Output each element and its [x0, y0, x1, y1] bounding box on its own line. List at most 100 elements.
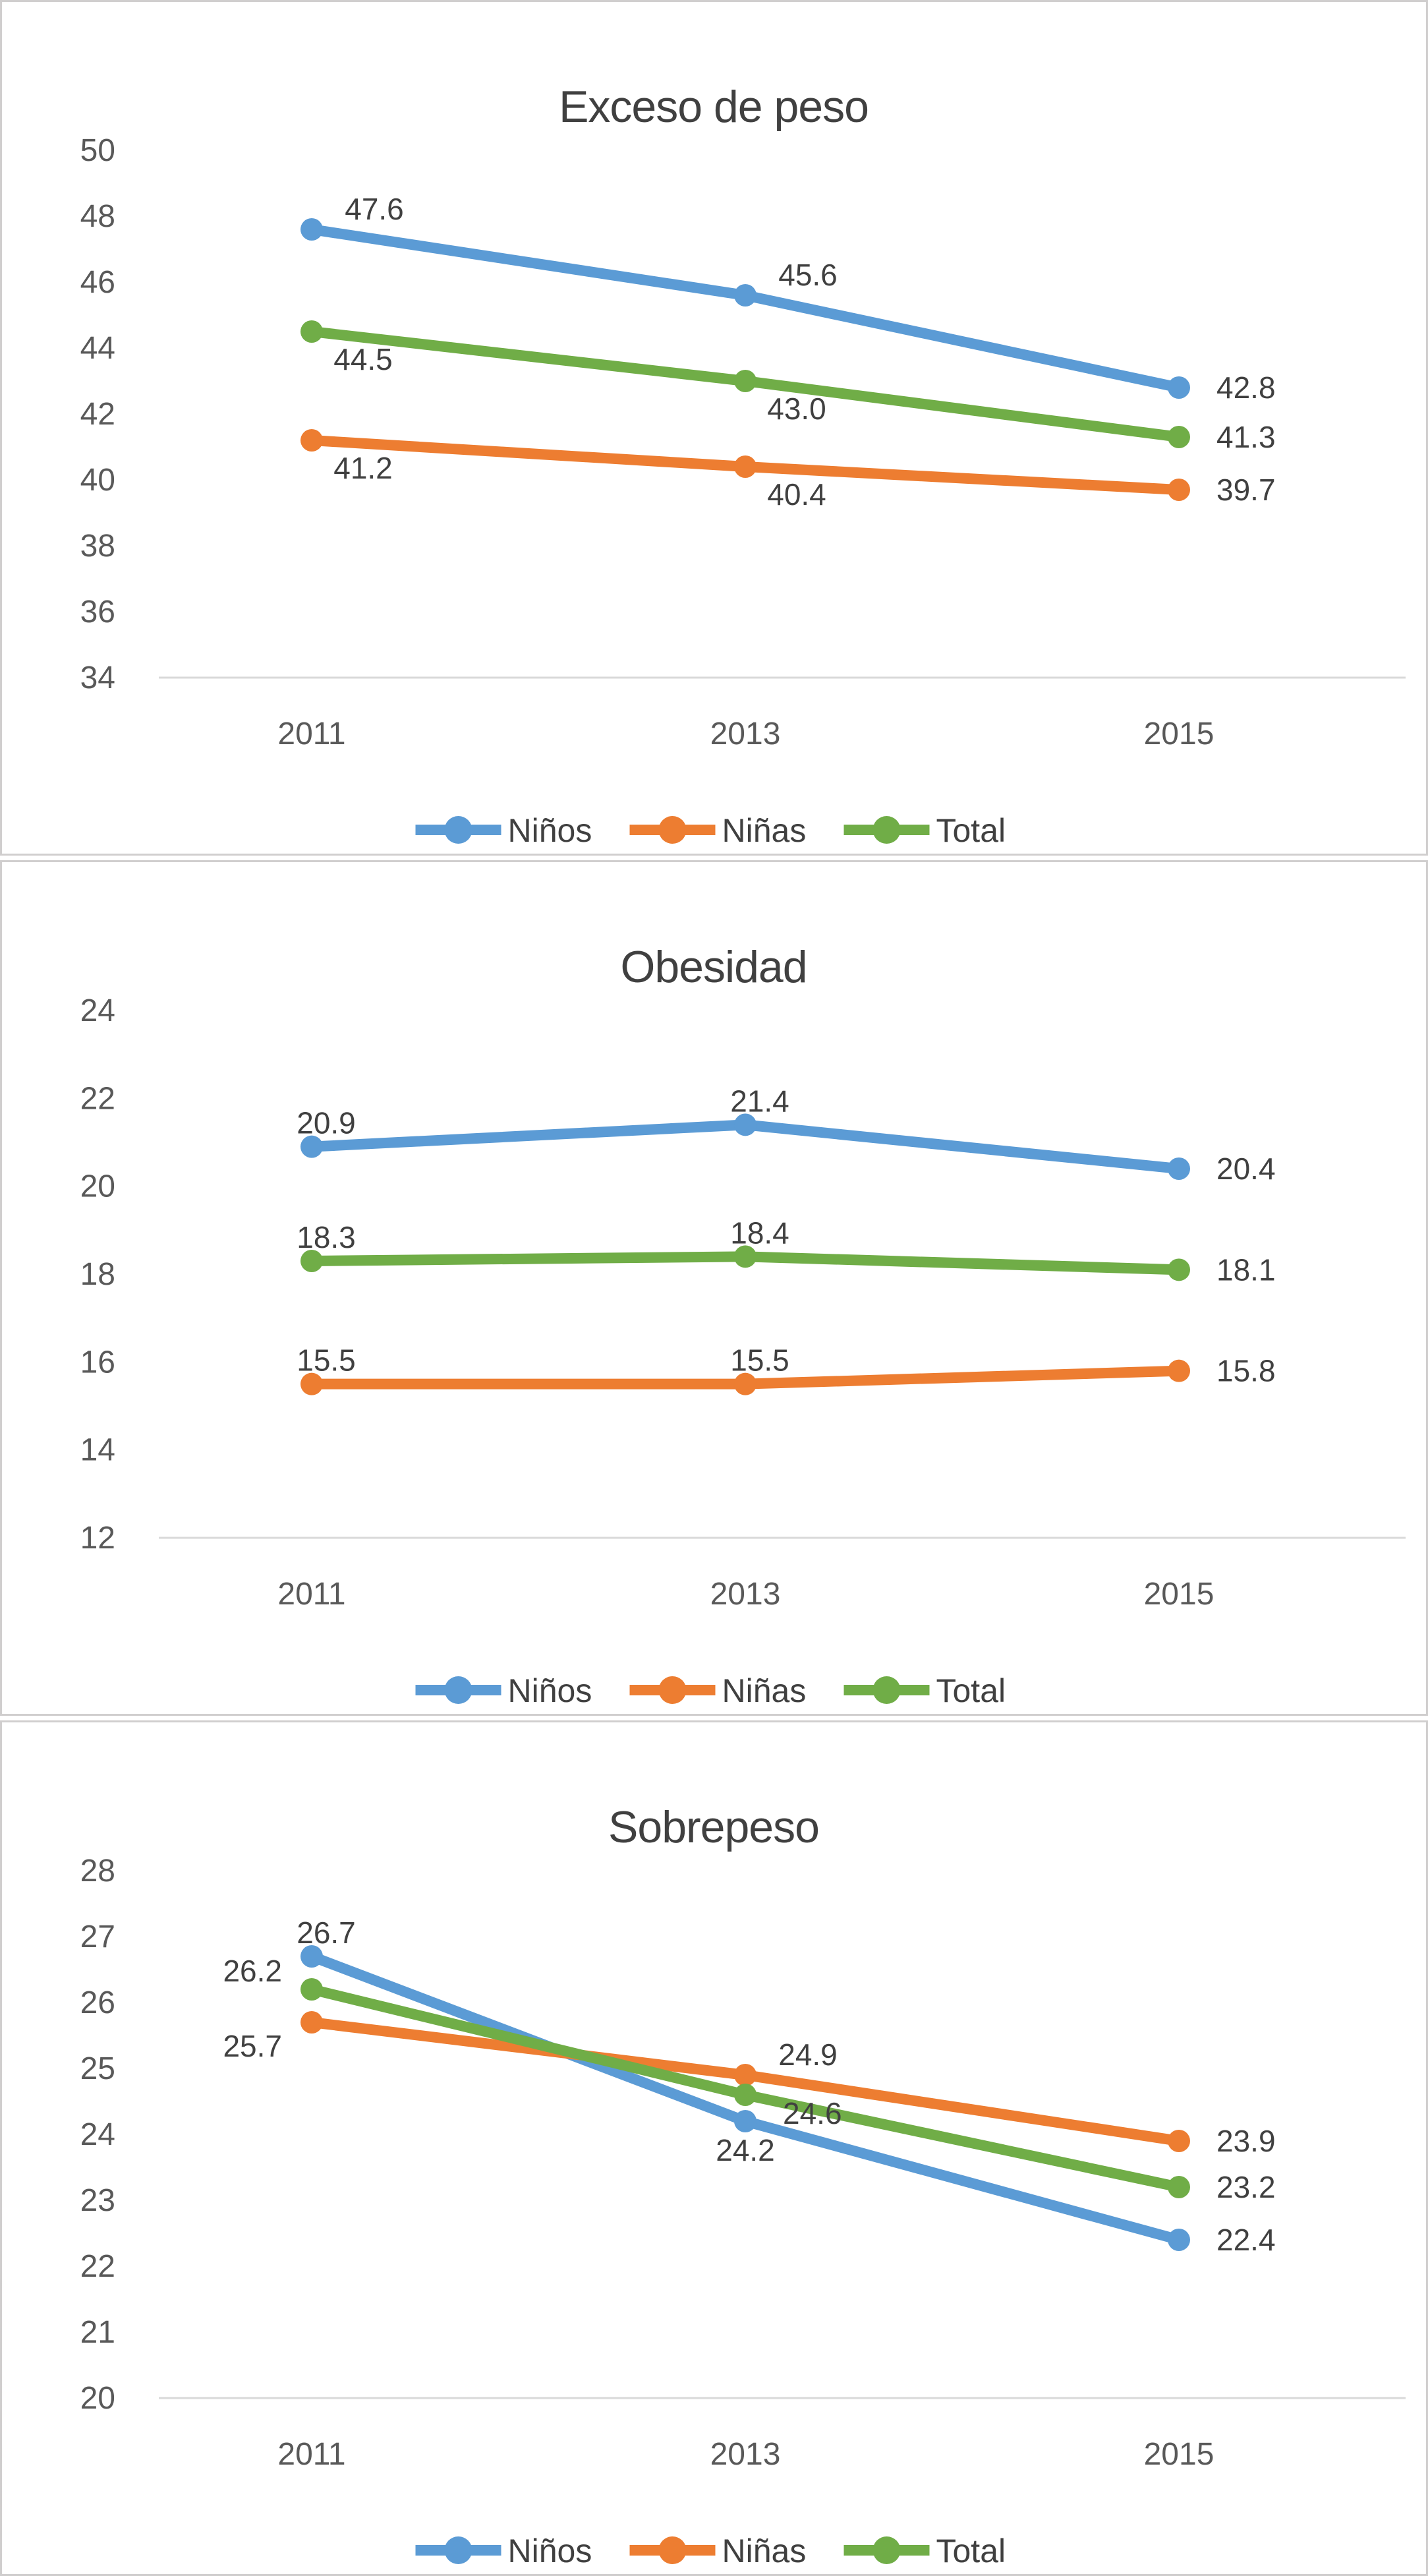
data-point: [1168, 376, 1190, 399]
y-tick-label: 26: [80, 1985, 115, 2020]
x-tick-label: 2011: [277, 2437, 345, 2472]
data-point: [1168, 1359, 1190, 1382]
y-tick-label: 44: [80, 331, 115, 366]
data-label: 24.2: [716, 2133, 775, 2167]
line-chart-sobrepeso: Sobrepeso 20 21 22 23 24 25 26 27 28 2011 2013 2015…: [80, 1802, 1406, 2569]
data-label: 40.4: [767, 477, 826, 512]
legend-marker-dot: [444, 1676, 472, 1704]
data-point: [300, 1135, 323, 1158]
y-tick-label: 42: [80, 397, 115, 432]
y-tick-label: 20: [80, 2381, 115, 2416]
x-tick-label: 2013: [710, 717, 781, 751]
y-tick-label: 16: [80, 1345, 115, 1380]
data-label: 22.4: [1216, 2223, 1276, 2257]
legend-item: Niños: [415, 812, 592, 849]
chart-title: Sobrepeso: [608, 1802, 819, 1852]
x-tick-label: 2013: [710, 2437, 781, 2472]
y-tick-label: 38: [80, 529, 115, 564]
data-point: [734, 1245, 757, 1268]
data-point: [734, 2110, 757, 2132]
legend-item: Niños: [415, 2532, 592, 2569]
legend-item: Total: [843, 2532, 1006, 2569]
legend-label: Niñas: [722, 812, 807, 849]
data-point: [734, 1372, 757, 1395]
data-point: [734, 370, 757, 392]
data-point: [1168, 2176, 1190, 2198]
y-tick-label: 46: [80, 265, 115, 300]
data-point: [734, 1113, 757, 1136]
data-label: 23.9: [1216, 2124, 1276, 2158]
legend-label: Total: [936, 1672, 1006, 1709]
chart-title: Exceso de peso: [559, 82, 869, 132]
chart-panel-obesidad: Obesidad 12 14 16 18 20 22 24 2011 2013 2015 20.9 2…: [0, 860, 1428, 1716]
y-tick-label: 24: [80, 2117, 115, 2152]
y-tick-label: 22: [80, 1081, 115, 1116]
y-tick-label: 14: [80, 1433, 115, 1468]
chart-panel-exceso-de-peso: Exceso de peso 34 36 38 40 42 44 46 48 50 2011 201…: [0, 0, 1428, 856]
legend-item: Niñas: [629, 2532, 807, 2569]
legend-label: Niños: [508, 812, 592, 849]
legend-item: Niñas: [629, 1672, 806, 1709]
y-tick-label: 18: [80, 1257, 115, 1292]
legend-label: Niñas: [722, 2532, 807, 2569]
data-point: [734, 2084, 757, 2106]
data-label: 18.3: [297, 1220, 356, 1254]
series-line-Niños: [306, 224, 1184, 393]
data-label: 44.5: [333, 342, 393, 376]
data-label: 20.4: [1216, 1152, 1276, 1186]
data-point: [300, 429, 323, 452]
data-point: [300, 1978, 323, 2001]
data-label: 41.2: [333, 451, 393, 485]
data-point: [1168, 2229, 1190, 2251]
data-label: 21.4: [730, 1084, 789, 1118]
data-label: 20.9: [297, 1106, 356, 1140]
legend-label: Niños: [508, 1672, 592, 1709]
data-point: [300, 2011, 323, 2034]
data-point: [734, 455, 757, 478]
data-label: 39.7: [1216, 473, 1276, 507]
y-tick-label: 40: [80, 463, 115, 498]
line-chart-obesidad: Obesidad 12 14 16 18 20 22 24 2011 2013 2015 20.9 2…: [80, 942, 1406, 1709]
data-point: [300, 320, 323, 343]
legend-marker-dot: [658, 2536, 687, 2564]
data-label: 18.1: [1216, 1252, 1276, 1287]
x-tick-label: 2011: [277, 1577, 345, 1612]
data-label: 42.8: [1216, 370, 1276, 405]
data-label: 18.4: [730, 1215, 789, 1250]
legend-label: Total: [936, 812, 1006, 849]
data-point: [734, 2064, 757, 2086]
data-label: 25.7: [223, 2029, 282, 2063]
data-point: [300, 218, 323, 241]
y-tick-label: 48: [80, 199, 115, 234]
y-tick-label: 27: [80, 1919, 115, 1954]
data-label: 26.7: [297, 1916, 356, 1950]
data-point: [1168, 479, 1190, 501]
data-label: 15.8: [1216, 1354, 1276, 1388]
chart-title: Obesidad: [620, 942, 807, 992]
x-tick-label: 2015: [1144, 717, 1214, 751]
data-point: [734, 284, 757, 307]
data-point: [1168, 1157, 1190, 1180]
legend-item: Niñas: [629, 812, 807, 849]
y-tick-label: 20: [80, 1169, 115, 1204]
legend-marker-dot: [872, 816, 901, 844]
data-label: 41.3: [1216, 420, 1276, 454]
chart-panel-sobrepeso: Sobrepeso 20 21 22 23 24 25 26 27 28 2011 2013 2015…: [0, 1720, 1428, 2576]
legend-marker-dot: [658, 816, 687, 844]
y-tick-label: 34: [80, 660, 115, 695]
y-tick-label: 50: [80, 133, 115, 168]
y-tick-label: 23: [80, 2183, 115, 2218]
legend-item: Total: [843, 812, 1006, 849]
data-label: 24.6: [783, 2096, 842, 2130]
legend-marker-dot: [872, 1676, 901, 1704]
data-label: 47.6: [345, 192, 404, 226]
y-tick-label: 25: [80, 2051, 115, 2086]
legend-marker-dot: [872, 2536, 901, 2564]
legend-marker-dot: [444, 816, 472, 844]
data-label: 15.5: [297, 1343, 356, 1378]
y-tick-label: 28: [80, 1854, 115, 1888]
legend-marker-dot: [658, 1676, 687, 1704]
data-point: [1168, 2130, 1190, 2152]
y-tick-label: 21: [80, 2315, 115, 2350]
